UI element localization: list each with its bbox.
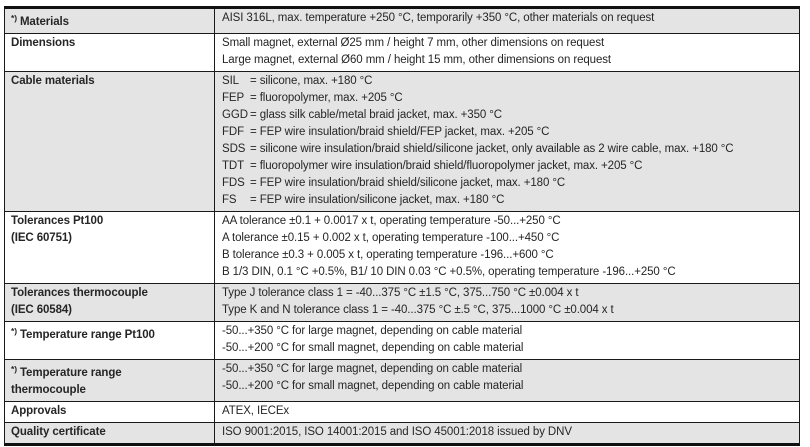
spec-label-tolerances-pt100: Tolerances Pt100 (IEC 60751) [5,212,215,283]
spec-label-text: (IEC 60584) [11,304,72,316]
cable-code-line: GGD = glass silk cable/metal braid jacket… [222,107,793,124]
spec-row-cable-materials: Cable materials SIL = silicone, max. +180… [5,72,799,212]
spec-row-quality-certificate: Quality certificate ISO 9001:2015, ISO 1… [5,423,799,443]
cable-desc: = silicone, max. +180 °C [250,75,373,87]
cable-code: FDS [222,177,245,189]
spec-row-temp-range-thermocouple: *) Temperature range thermocouple -50...+… [5,360,799,402]
spec-value-line: Type K and N tolerance class 1 = -40...3… [222,304,614,316]
spec-value-line: AISI 316L, max. temperature +250 °C, tem… [222,12,655,24]
spec-label-text: Cable materials [11,75,95,87]
cable-code: GGD [222,109,248,121]
spec-label-quality-certificate: Quality certificate [5,423,215,443]
spec-label-text: (IEC 60751) [11,232,72,244]
cable-code: FDF [222,126,245,138]
spec-value-line: -50...+200 °C for small magnet, dependin… [222,380,524,392]
spec-value-line: B 1/3 DIN, 0.1 °C +0.5%, B1/ 10 DIN 0.03… [222,266,676,278]
cable-code-line: FEP = fluoropolymer, max. +205 °C [222,90,793,107]
spec-row-temp-range-pt100: *) Temperature range Pt100 -50...+350 °C … [5,322,799,360]
cable-desc: = FEP wire insulation/braid shield/FEP j… [250,126,550,138]
spec-label-cable-materials: Cable materials [5,72,215,211]
spec-value-approvals: ATEX, IECEx [215,402,799,422]
spec-row-approvals: Approvals ATEX, IECEx [5,402,799,423]
cable-code-line: FS = FEP wire insulation/silicone jacket,… [222,192,793,209]
cable-code-line: FDS = FEP wire insulation/braid shield/si… [222,175,793,192]
spec-value-line: Small magnet, external Ø25 mm / height 7… [222,37,605,49]
spec-value-tolerances-pt100: AA tolerance ±0.1 + 0.0017 x t, operatin… [215,212,799,283]
spec-label-text: Dimensions [11,37,76,49]
spec-value-line: AA tolerance ±0.1 + 0.0017 x t, operatin… [222,215,561,227]
cable-code-line: SIL = silicone, max. +180 °C [222,73,793,90]
footnote-marker: *) [11,326,17,336]
cable-code: FS [222,194,237,206]
cable-desc: = glass silk cable/metal braid jacket, m… [250,109,502,121]
cable-code-line: TDT = fluoropolymer wire insulation/braid… [222,158,793,175]
spec-row-tolerances-pt100: Tolerances Pt100 (IEC 60751) AA toleranc… [5,212,799,284]
footnote-marker: *) [11,13,17,23]
spec-label-text: Quality certificate [11,426,106,438]
cable-code: SDS [222,143,246,155]
spec-label-approvals: Approvals [5,402,215,422]
cable-desc: = silicone wire insulation/braid shield/… [250,143,734,155]
spec-label-materials: *) Materials [5,9,215,33]
spec-label-text: Temperature range [19,367,122,379]
spec-value-dimensions: Small magnet, external Ø25 mm / height 7… [215,34,799,71]
spec-value-line: B tolerance ±0.3 + 0.005 x t, operating … [222,249,554,261]
spec-label-text: Temperature range Pt100 [19,329,155,341]
spec-value-line: Type J tolerance class 1 = -40...375 °C … [222,287,579,299]
specifications-table: *) Materials AISI 316L, max. temperature … [4,6,800,446]
cable-code-line: SDS = silicone wire insulation/braid shie… [222,141,793,158]
spec-value-temp-range-thermocouple: -50...+350 °C for large magnet, dependin… [215,360,799,401]
cable-code: TDT [222,160,245,172]
spec-value-line: A tolerance ±0.15 + 0.002 x t, operating… [222,232,560,244]
spec-value-line: Large magnet, external Ø60 mm / height 1… [222,54,612,66]
spec-label-temp-range-pt100: *) Temperature range Pt100 [5,322,215,359]
cable-code: FEP [222,92,245,104]
cable-desc: = fluoropolymer, max. +205 °C [250,92,403,104]
cable-desc: = fluoropolymer wire insulation/braid sh… [250,160,643,172]
spec-label-text: Tolerances Pt100 [11,215,104,227]
spec-value-temp-range-pt100: -50...+350 °C for large magnet, dependin… [215,322,799,359]
cable-code: SIL [222,75,239,87]
spec-row-tolerances-thermocouple: Tolerances thermocouple (IEC 60584) Type… [5,284,799,322]
spec-row-dimensions: Dimensions Small magnet, external Ø25 mm… [5,34,799,72]
spec-value-materials: AISI 316L, max. temperature +250 °C, tem… [215,9,799,33]
spec-value-cable-materials: SIL = silicone, max. +180 °C FEP = fluorop… [215,72,799,211]
spec-label-text: Tolerances thermocouple [11,287,148,299]
footnote-marker: *) [11,364,17,374]
spec-value-line: ATEX, IECEx [222,405,290,417]
spec-label-text: thermocouple [11,384,86,396]
spec-value-quality-certificate: ISO 9001:2015, ISO 14001:2015 and ISO 45… [215,423,799,443]
spec-label-temp-range-thermocouple: *) Temperature range thermocouple [5,360,215,401]
spec-value-line: -50...+200 °C for small magnet, dependin… [222,342,524,354]
spec-label-text: Materials [19,16,69,28]
spec-label-text: Approvals [11,405,67,417]
spec-value-line: -50...+350 °C for large magnet, dependin… [222,325,523,337]
spec-label-tolerances-thermocouple: Tolerances thermocouple (IEC 60584) [5,284,215,321]
cable-code-line: FDF = FEP wire insulation/braid shield/FE… [222,124,793,141]
spec-value-tolerances-thermocouple: Type J tolerance class 1 = -40...375 °C … [215,284,799,321]
spec-row-materials: *) Materials AISI 316L, max. temperature … [5,9,799,34]
spec-value-line: -50...+350 °C for large magnet, dependin… [222,363,523,375]
cable-desc: = FEP wire insulation/silicone jacket, m… [250,194,505,206]
spec-value-line: ISO 9001:2015, ISO 14001:2015 and ISO 45… [222,426,572,438]
cable-desc: = FEP wire insulation/braid shield/silic… [250,177,566,189]
spec-label-dimensions: Dimensions [5,34,215,71]
